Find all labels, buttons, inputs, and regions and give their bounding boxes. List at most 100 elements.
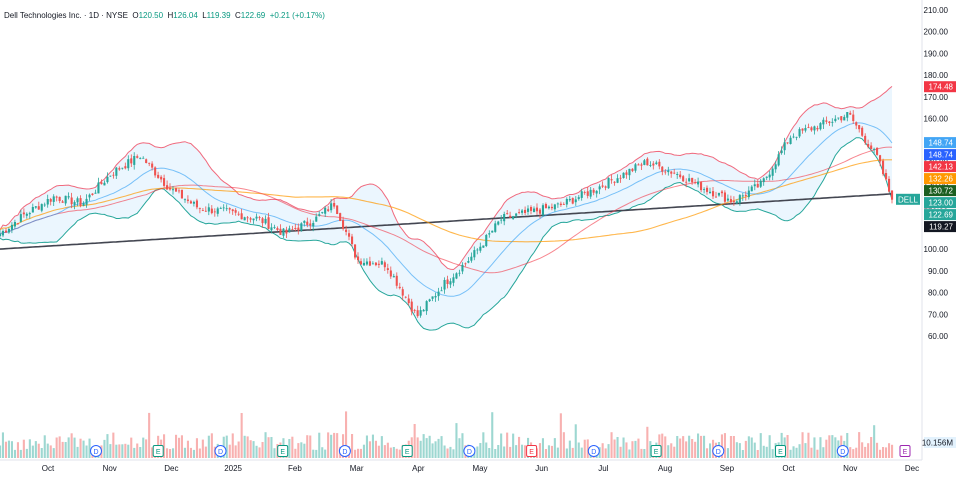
bollinger-upper xyxy=(0,86,893,271)
candle-body xyxy=(527,208,530,212)
y-tick-label: 80.00 xyxy=(928,289,949,298)
volume-bar xyxy=(43,435,46,458)
volume-bar xyxy=(362,444,365,458)
candle-body xyxy=(64,195,67,204)
volume-bar xyxy=(443,445,446,458)
volume-bar xyxy=(288,439,291,458)
volume-bar xyxy=(765,446,768,458)
volume-bar xyxy=(458,438,461,458)
candle-body xyxy=(834,118,837,121)
volume-bar xyxy=(697,433,700,458)
earnings-marker-icon xyxy=(775,445,786,457)
candle-body xyxy=(25,213,28,216)
y-tick-label: 160.00 xyxy=(924,115,949,124)
volume-bar xyxy=(85,445,88,458)
event-marker: D xyxy=(214,445,227,457)
candle-body xyxy=(43,204,46,206)
volume-bar xyxy=(694,441,697,458)
volume-bar xyxy=(768,435,771,458)
candle-body xyxy=(580,191,583,198)
symbol-title[interactable]: Dell Technologies Inc. · 1D · NYSE xyxy=(4,11,128,20)
volume-bar xyxy=(127,444,130,458)
x-tick-label: Oct xyxy=(782,464,795,473)
candle-body xyxy=(339,213,342,221)
volume-bar xyxy=(703,435,706,458)
volume-bar xyxy=(488,448,491,458)
event-marker-label: E xyxy=(654,449,659,456)
event-marker-label: D xyxy=(467,449,472,456)
x-tick-label: Dec xyxy=(905,464,919,473)
volume-bar xyxy=(58,436,61,458)
candle-body xyxy=(717,192,720,196)
candle-body xyxy=(562,204,565,205)
volume-bar xyxy=(380,436,383,458)
candle-body xyxy=(652,163,655,166)
candle-body xyxy=(79,198,82,206)
candle-body xyxy=(55,196,58,198)
volume-bar xyxy=(876,442,879,458)
event-marker: D xyxy=(338,445,351,457)
x-tick-label: Apr xyxy=(412,464,425,473)
candle-body xyxy=(577,197,580,199)
candle-body xyxy=(395,275,398,286)
candle-body xyxy=(425,301,428,312)
volume-bar xyxy=(136,443,139,458)
candle-body xyxy=(49,199,52,202)
candle-body xyxy=(568,199,571,201)
candle-body xyxy=(365,261,368,265)
x-tick-label: Mar xyxy=(350,464,364,473)
candle-body xyxy=(774,164,777,170)
volume-bar xyxy=(389,447,392,458)
candle-body xyxy=(404,296,407,298)
volume-bar xyxy=(210,433,213,458)
volume-bar xyxy=(622,437,625,458)
candle-body xyxy=(249,218,252,220)
candle-body xyxy=(509,215,512,218)
volume-bar xyxy=(351,434,354,458)
volume-bar xyxy=(73,437,76,458)
volume-bar xyxy=(509,446,512,458)
volume-bar xyxy=(336,433,339,458)
candle-body xyxy=(506,213,509,215)
candle-body xyxy=(231,209,234,212)
candle-body xyxy=(867,144,870,147)
volume-bar xyxy=(112,432,115,458)
candle-body xyxy=(541,205,544,216)
volume-bar xyxy=(449,446,452,458)
price-tag-label: 174.48 xyxy=(929,83,954,92)
volume-bar xyxy=(255,445,258,458)
candle-body xyxy=(810,127,813,131)
price-tag-label: 148.74 xyxy=(929,139,954,148)
volume-bar xyxy=(70,433,73,458)
candle-body xyxy=(22,212,25,215)
candle-body xyxy=(777,154,780,166)
candle-body xyxy=(849,112,852,115)
candle-body xyxy=(273,227,276,228)
volume-bar xyxy=(544,449,547,458)
dividend-marker-icon xyxy=(836,445,849,457)
volume-bar xyxy=(121,444,124,458)
volume-bar xyxy=(828,435,831,458)
volume-bar xyxy=(482,432,485,458)
volume-bar xyxy=(649,441,652,458)
volume-bar xyxy=(744,440,747,458)
event-marker-label: E xyxy=(405,449,410,456)
price-tag-label: 148.74 xyxy=(929,151,954,160)
candle-body xyxy=(160,176,163,180)
candle-body xyxy=(446,279,449,284)
candle-body xyxy=(100,182,103,185)
volume-bar xyxy=(646,426,649,458)
volume-bar xyxy=(166,448,169,458)
candle-body xyxy=(112,174,115,176)
candle-body xyxy=(40,204,43,211)
time-axis[interactable]: Oct Nov Dec 2025 Feb Mar Apr May Jun Jul Aug Sep Oct… xyxy=(42,464,919,473)
ma100-line xyxy=(0,159,892,243)
volume-bar xyxy=(461,433,464,458)
volume-bar xyxy=(524,445,527,458)
candle-body xyxy=(136,156,139,158)
candle-body xyxy=(139,158,142,159)
candle-body xyxy=(470,256,473,261)
candle-body xyxy=(240,213,243,220)
candle-body xyxy=(831,121,834,123)
